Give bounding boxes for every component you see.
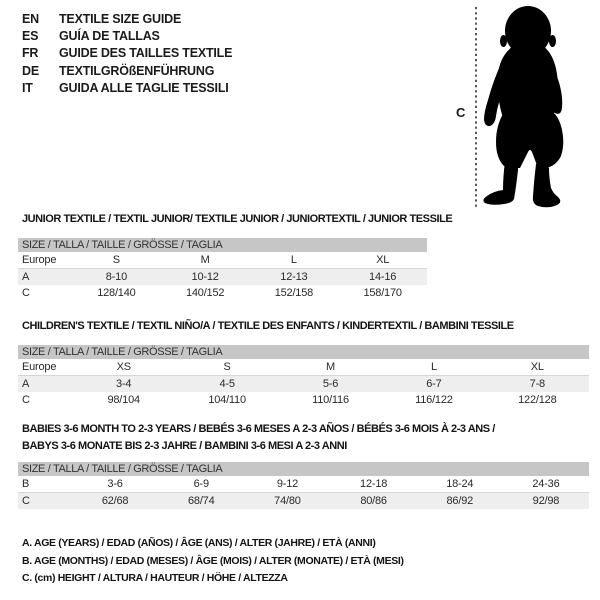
value-cell: 152/158: [274, 287, 314, 299]
value-cell: 8-10: [105, 271, 127, 283]
size-cell: S: [223, 361, 231, 373]
row-label: A: [22, 378, 30, 390]
value-cell: 104/110: [208, 394, 246, 406]
value-cell: 128/140: [97, 287, 136, 299]
value-cell: 10-12: [191, 271, 219, 283]
value-cell: 3-6: [107, 478, 123, 490]
value-cell: 7-8: [529, 378, 546, 390]
lang-code: ES: [22, 29, 39, 44]
value-cell: 12-13: [280, 271, 308, 283]
size-cell: XL: [376, 254, 390, 266]
row-label: Europe: [22, 361, 57, 373]
lang-row-en: EN TEXTILE SIZE GUIDE: [22, 11, 232, 28]
row-label: C: [22, 287, 30, 299]
lang-label: TEXTILGRÖßENFÜHRUNG: [59, 63, 215, 78]
value-cell: 6-7: [426, 378, 442, 390]
size-header-bar: SIZE / TALLA / TAILLE / GRÖSSE / TAGLIA: [18, 462, 589, 476]
row-label: B: [22, 478, 30, 490]
lang-code: DE: [22, 63, 39, 78]
children-size-table: SIZE / TALLA / TAILLE / GRÖSSE / TAGLIA …: [18, 345, 589, 408]
lang-label: GUIDE DES TAILLES TEXTILE: [59, 46, 233, 61]
lang-row-it: IT GUIDA ALLE TAGLIE TESSILI: [22, 80, 232, 97]
size-header-bar: SIZE / TALLA / TAILLE / GRÖSSE / TAGLIA: [18, 238, 427, 252]
value-cell: 68/74: [187, 495, 215, 507]
value-cell: 9-12: [276, 478, 299, 490]
row-label: A: [22, 271, 30, 283]
row-label: Europe: [22, 254, 57, 266]
junior-size-table: SIZE / TALLA / TAILLE / GRÖSSE / TAGLIA …: [18, 238, 427, 301]
value-cell: 74/80: [274, 495, 301, 507]
lang-row-es: ES GUÍA DE TALLAS: [22, 28, 232, 45]
table-row-age-months: B 3-6 6-9 9-12 12-18 18-24 24-36: [18, 476, 589, 493]
size-header-bar: SIZE / TALLA / TAILLE / GRÖSSE / TAGLIA: [18, 345, 589, 359]
junior-section-title: JUNIOR TEXTILE / TEXTIL JUNIOR/ TEXTILE …: [22, 213, 453, 225]
lang-code: FR: [22, 46, 39, 61]
size-cell: L: [290, 254, 297, 266]
lang-label: TEXTILE SIZE GUIDE: [59, 12, 182, 26]
row-label: C: [22, 495, 30, 507]
value-cell: 122/128: [518, 394, 557, 406]
row-label: C: [22, 394, 30, 406]
value-cell: 24-36: [532, 478, 560, 490]
value-cell: 116/122: [415, 394, 453, 406]
value-cell: 18-24: [446, 478, 474, 490]
lang-code: EN: [22, 12, 39, 26]
value-cell: 6-9: [193, 478, 210, 490]
table-row-europe: Europe S M L XL: [18, 252, 427, 269]
babies-title-line1: BABIES 3-6 MONTH TO 2-3 YEARS / BEBÉS 3-…: [22, 423, 495, 435]
legend-line-b: B. AGE (MONTHS) / EDAD (MESES) / ÂGE (MO…: [22, 554, 404, 567]
babies-section-title: BABIES 3-6 MONTH TO 2-3 YEARS / BEBÉS 3-…: [22, 421, 495, 455]
value-cell: 98/104: [107, 394, 140, 406]
legend-line-a: A. AGE (YEARS) / EDAD (AÑOS) / ÂGE (ANS)…: [22, 537, 376, 549]
babies-size-table: SIZE / TALLA / TAILLE / GRÖSSE / TAGLIA …: [18, 462, 589, 509]
legend-line-c: C. (cm) HEIGHT / ALTURA / HAUTEUR / HÖHE…: [22, 572, 288, 584]
lang-label: GUÍA DE TALLAS: [59, 29, 160, 44]
value-cell: 14-16: [369, 271, 397, 283]
lang-row-fr: FR GUIDE DES TAILLES TEXTILE: [22, 45, 232, 62]
value-cell: 140/152: [185, 287, 225, 299]
lang-label: GUIDA ALLE TAGLIE TESSILI: [59, 80, 229, 95]
size-cell: XL: [530, 361, 544, 373]
size-cell: M: [326, 361, 335, 373]
height-measure-label: C: [456, 105, 466, 120]
value-cell: 80/86: [360, 495, 387, 507]
value-cell: 4-5: [219, 378, 235, 390]
lang-row-de: DE TEXTILGRÖßENFÜHRUNG: [22, 63, 232, 80]
table-row-age: A 8-10 10-12 12-13 14-16: [18, 269, 427, 285]
value-cell: 110/116: [312, 394, 349, 406]
legend: A. AGE (YEARS) / EDAD (AÑOS) / ÂGE (ANS)…: [22, 535, 404, 588]
value-cell: 92/98: [532, 495, 560, 507]
value-cell: 86/92: [446, 495, 474, 507]
value-cell: 12-18: [360, 478, 388, 490]
value-cell: 62/68: [101, 495, 129, 507]
table-row-height: C 128/140 140/152 152/158 158/170: [18, 285, 427, 301]
value-cell: 158/170: [363, 287, 402, 299]
size-cell: S: [112, 254, 120, 266]
table-row-height: C 62/68 68/74 74/80 80/86 86/92 92/98: [18, 493, 589, 509]
children-section-title: CHILDREN'S TEXTILE / TEXTIL NIÑO/A / TEX…: [22, 320, 514, 332]
size-cell: XS: [116, 361, 131, 373]
babies-title-line2: BABYS 3-6 MONATE BIS 2-3 JAHRE / BAMBINI…: [22, 440, 347, 452]
table-row-age: A 3-4 4-5 5-6 6-7 7-8: [18, 376, 589, 392]
value-cell: 3-4: [116, 378, 132, 390]
language-list: EN TEXTILE SIZE GUIDE ES GUÍA DE TALLAS …: [22, 11, 232, 97]
lang-code: IT: [22, 80, 33, 95]
table-row-height: C 98/104 104/110 110/116 116/122 122/128: [18, 392, 589, 408]
size-cell: M: [200, 254, 210, 266]
table-row-europe: Europe XS S M L XL: [18, 359, 589, 376]
value-cell: 5-6: [322, 378, 339, 390]
size-cell: L: [430, 361, 437, 373]
baby-silhouette: [475, 6, 564, 208]
